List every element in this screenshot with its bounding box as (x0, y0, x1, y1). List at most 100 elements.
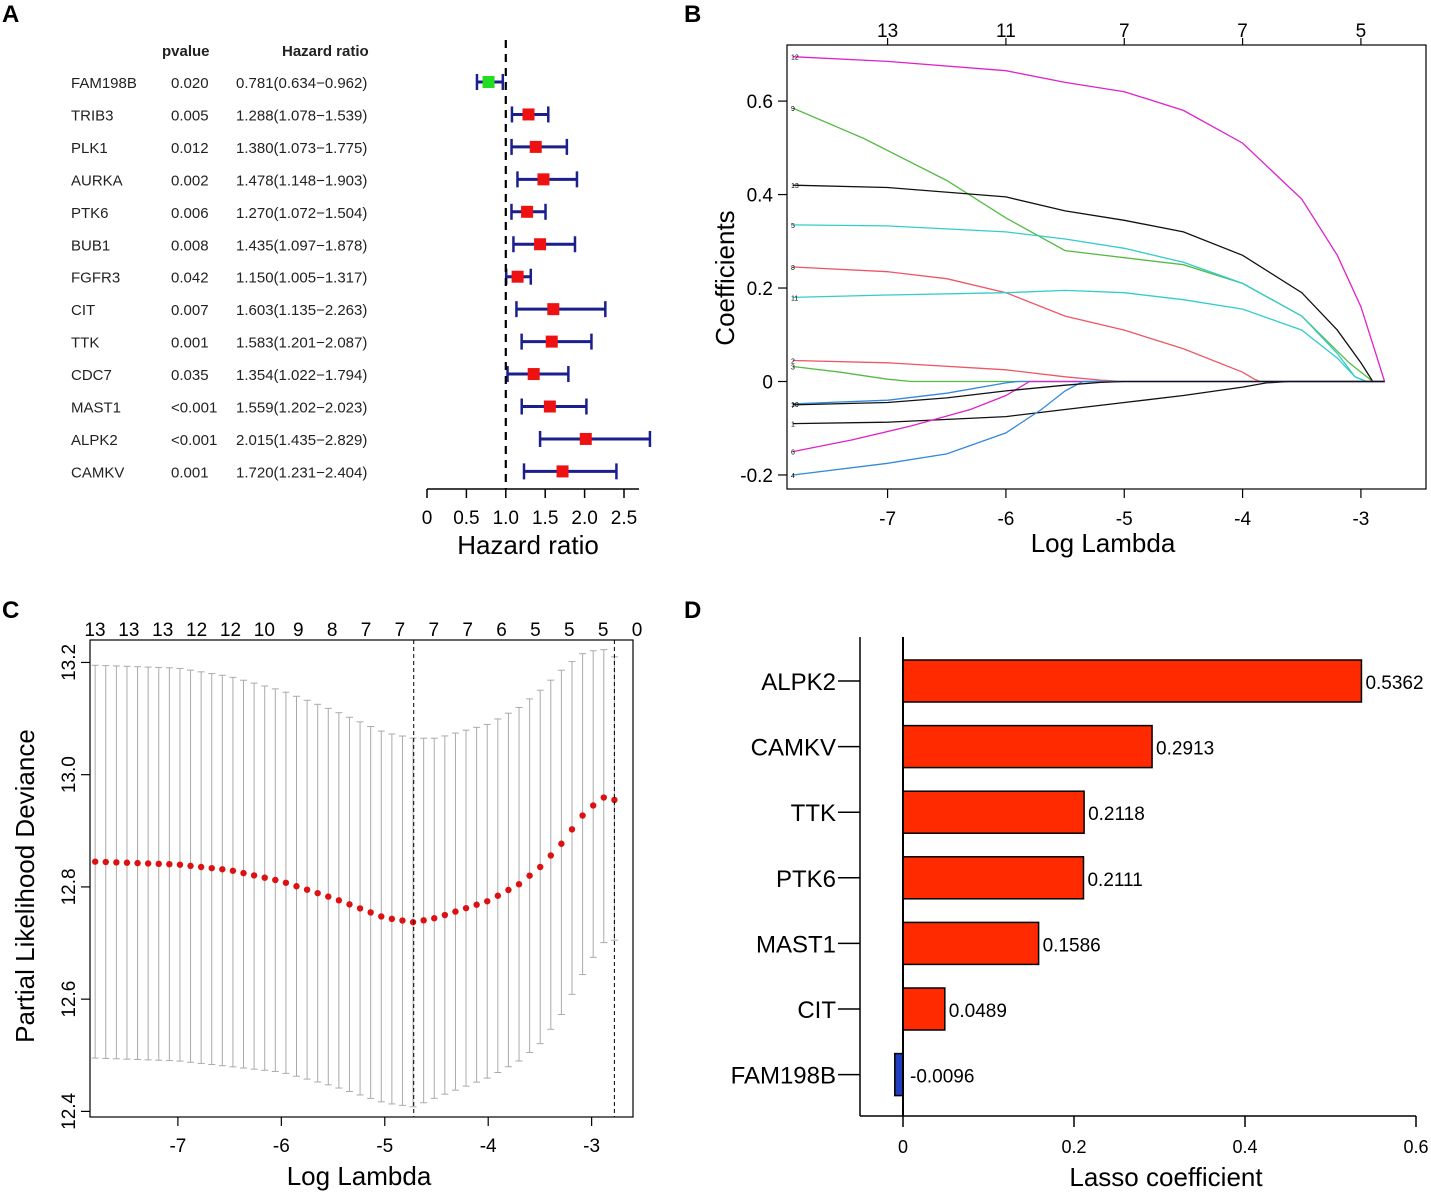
top-tick-label: 10 (254, 620, 275, 641)
cv-mean-point (144, 860, 152, 867)
hazard-ratio-cell: 2.015(1.435−2.829) (236, 432, 367, 449)
lasso-bars: ALPK2 0.5362 CAMKV 0.2913 TTK 0.2118 PTK6 0.211… (731, 637, 1424, 1116)
cv-mean-point (102, 858, 109, 866)
x-tick-label: 1.0 (493, 508, 519, 529)
top-tick-label: 7 (462, 620, 473, 641)
cv-mean-point (335, 897, 343, 904)
cv-deviance-plot: -7 -6 -5 -4 -312.412.612.813.013.213 13 13 12 12… (10, 620, 642, 1191)
cv-mean-point (303, 886, 311, 893)
value-label: 0.2111 (1087, 870, 1142, 891)
x-tick-label: -5 (1116, 509, 1133, 530)
cv-mean-point (505, 886, 512, 894)
cv-mean-point (272, 876, 279, 884)
forest-rows: FAM198B 0.020 0.781(0.634−0.962) TRIB3 0.005… (71, 40, 652, 489)
cv-mean-point (420, 917, 427, 924)
cv-mean-point (441, 911, 449, 919)
cv-mean-point (547, 852, 555, 859)
y-tick-label: 0.4 (747, 186, 774, 207)
category-label: PTK6 (776, 866, 836, 893)
coef-path-label: 8 (791, 265, 795, 272)
cv-mean-point (282, 879, 290, 886)
top-tick-label: 7 (428, 620, 439, 641)
lasso-bar (902, 987, 946, 1031)
gene-label: CAMKV (71, 464, 124, 481)
value-label: 0.1586 (1043, 935, 1101, 956)
category-label: TTK (791, 800, 836, 827)
hazard-ratio-point (527, 368, 540, 381)
panel-label-a: A (2, 1, 19, 28)
hazard-ratio-point (482, 76, 495, 88)
cv-mean-point (208, 864, 215, 872)
y-tick-label: 0.2 (747, 279, 773, 300)
top-tick-label: 5 (564, 620, 575, 641)
hazard-ratio-cell: 1.478(1.148−1.903) (236, 172, 367, 189)
y-tick-label: 12.8 (59, 868, 80, 905)
cv-mean-point (250, 872, 258, 879)
coef-path (792, 224, 1385, 383)
cv-mean-point (452, 908, 459, 915)
cv-mean-point (261, 874, 268, 881)
top-tick-label: 11 (996, 21, 1016, 42)
cv-mean-point (229, 867, 237, 874)
value-label: 0.2118 (1088, 804, 1145, 825)
gene-label: MAST1 (71, 400, 121, 417)
x-tick-label: -7 (879, 509, 896, 530)
x-tick-label: 0 (422, 508, 433, 529)
bar-x-axis-title: Lasso coefficient (1069, 1162, 1263, 1192)
top-tick-label: 5 (598, 620, 609, 641)
top-tick-label: 7 (1237, 21, 1248, 42)
hazard-ratio-cell: 1.380(1.073−1.775) (236, 140, 367, 157)
coef-path (792, 380, 1385, 406)
cv-x-axis-title: Log Lambda (287, 1161, 432, 1191)
lasso-bar (894, 1052, 904, 1097)
lasso-bar-chart: ALPK2 0.5362 CAMKV 0.2913 TTK 0.2118 PTK6 0.211… (731, 637, 1429, 1192)
coef-path (792, 380, 1385, 405)
cv-mean-point (388, 915, 396, 923)
x-tick-label: 1.5 (532, 508, 558, 529)
pvalue-cell: 0.035 (171, 367, 209, 384)
cv-mean-point (611, 796, 618, 804)
hazard-ratio-cell: 1.559(1.202−2.023) (236, 400, 367, 417)
coef-path (792, 365, 1385, 383)
coef-path-label: 2 (791, 358, 795, 365)
y-tick-label: 12.4 (59, 1092, 80, 1129)
panel-label-b: B (684, 1, 701, 28)
y-tick-label: -0.2 (740, 466, 773, 487)
cv-mean-point (293, 883, 300, 890)
lasso-bar (902, 724, 1153, 769)
top-tick-label: 13 (877, 21, 898, 42)
hazard-ratio-point (521, 205, 534, 218)
x-tick-label: -7 (169, 1136, 186, 1157)
cv-mean-point (378, 913, 385, 920)
cv-mean-point (219, 866, 226, 873)
cv-mean-point (314, 889, 321, 897)
bar-x-ticks: 0 0.2 0.4 0.6 (898, 1116, 1429, 1157)
category-label: CIT (797, 997, 836, 1024)
coef-x-axis-title: Log Lambda (1031, 528, 1176, 558)
hazard-ratio-point (537, 173, 550, 186)
lasso-bar (902, 790, 1085, 834)
coef-path (792, 184, 1385, 383)
lasso-bar (902, 921, 1040, 966)
panel-label-c: C (2, 597, 19, 624)
cv-mean-point (356, 905, 364, 912)
x-tick-label: 2.0 (571, 508, 597, 529)
y-tick-label: 12.6 (59, 981, 80, 1018)
coef-path (792, 266, 1385, 383)
coef-path-label: 1 (791, 422, 795, 429)
coef-path (792, 380, 1385, 425)
gene-label: CDC7 (71, 367, 112, 384)
top-tick-label: 12 (186, 620, 207, 641)
lasso-bar (902, 856, 1085, 900)
cv-mean-point (367, 909, 374, 916)
value-label: 0.0489 (949, 1001, 1007, 1022)
y-tick-label: 0 (762, 373, 773, 394)
category-label: CAMKV (751, 735, 836, 762)
pvalue-cell: 0.007 (171, 302, 209, 319)
coef-path-label: 9 (791, 106, 795, 113)
pvalue-cell: 0.002 (171, 172, 209, 189)
cv-mean-point (579, 812, 586, 819)
